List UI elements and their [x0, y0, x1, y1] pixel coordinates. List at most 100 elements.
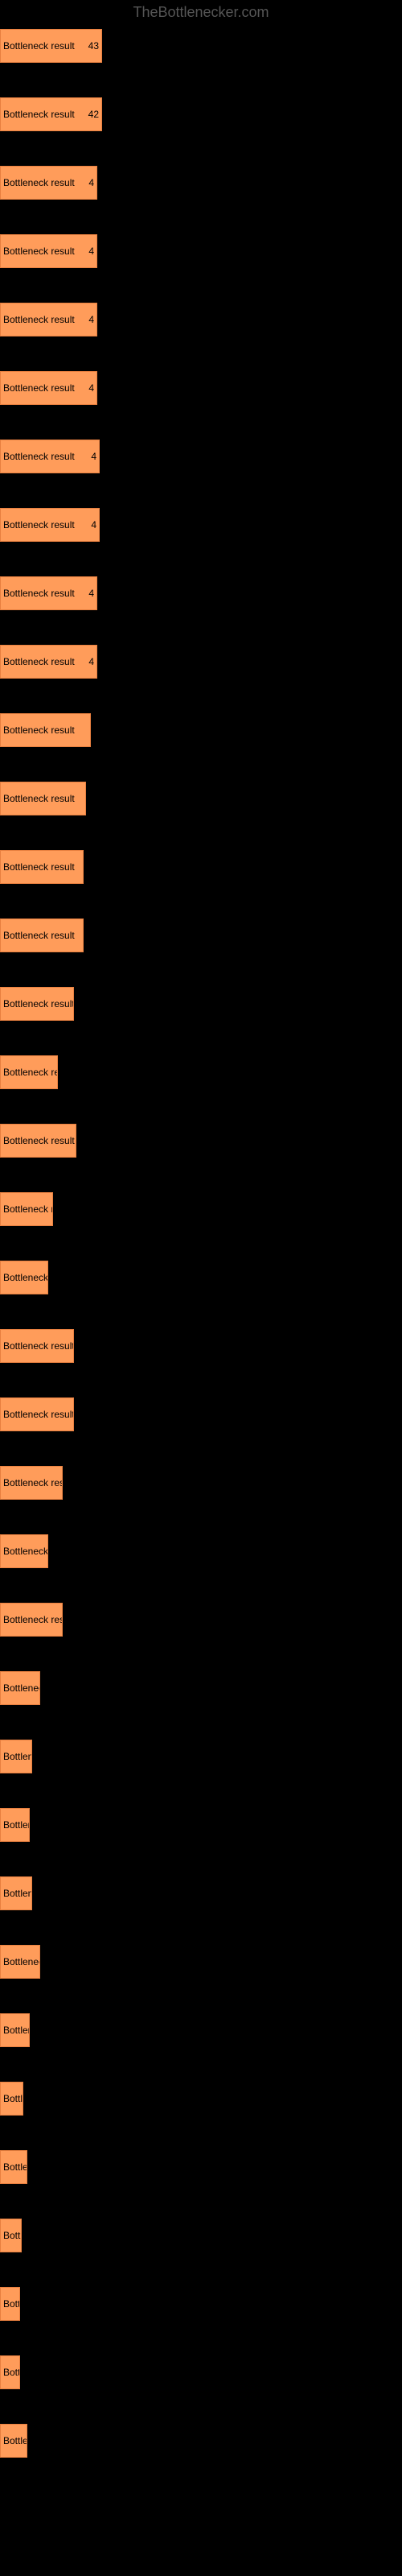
- bar: Bottleneck result: [0, 1055, 58, 1089]
- bar-row: Bottleneck result: [0, 1603, 402, 1637]
- bar-label: Bottleneck result: [1, 1203, 52, 1215]
- bar-label: Bottle: [1, 2367, 19, 2378]
- bar-row: Bottlene: [0, 2150, 402, 2184]
- bar-label: Bottleneck: [1, 1751, 31, 1762]
- bar-value: 4: [88, 588, 94, 599]
- bar-row: Bottle: [0, 2287, 402, 2321]
- bar-chart: Bottleneck result43Bottleneck result42Bo…: [0, 25, 402, 2482]
- bar: Bottlenec: [0, 1808, 30, 1842]
- bar-value: 4: [91, 451, 96, 462]
- bar: Bottle: [0, 2355, 20, 2389]
- bar: Bottleneck result: [0, 782, 86, 815]
- bar: Bottleneck result43: [0, 29, 102, 63]
- bar: Bottleneck result: [0, 1124, 76, 1158]
- bar-label: Bottleneck re: [1, 1956, 39, 1967]
- bar: Bottleneck result42: [0, 97, 102, 131]
- bar: Bottleneck result: [0, 850, 84, 884]
- bar-row: Bottleneck result: [0, 1055, 402, 1089]
- bar-row: Bottleneck result 4: [0, 166, 402, 200]
- bar-row: Bottleneck result 4: [0, 508, 402, 542]
- bar: Bottleneck result 4: [0, 371, 97, 405]
- bar-row: Bottlenec: [0, 2013, 402, 2047]
- bar: Bottleneck: [0, 1876, 32, 1910]
- bar-label: Bottleneck result: [1, 109, 75, 120]
- bar-row: Bottlenec: [0, 1808, 402, 1842]
- bar-row: Bottler: [0, 2219, 402, 2252]
- bar: Bottler: [0, 2082, 23, 2116]
- bar-label: Bottler: [1, 2093, 23, 2104]
- bar-value: 4: [88, 382, 94, 394]
- bar: Bottleneck result: [0, 713, 91, 747]
- bar-row: Bottleneck result: [0, 1192, 402, 1226]
- bar-row: Bottleneck re: [0, 1945, 402, 1979]
- bar-row: Bottle: [0, 2355, 402, 2389]
- bar-label: Bottleneck result: [1, 1272, 47, 1283]
- bar-label: Bottleneck result: [1, 930, 75, 941]
- bar: Bottleneck result4: [0, 645, 97, 679]
- bar-row: Bottleneck result42: [0, 97, 402, 131]
- bar-row: Bottleneck re: [0, 1671, 402, 1705]
- bar-label: Bottler: [1, 2230, 21, 2241]
- bar: Bottleneck result 4: [0, 508, 100, 542]
- bar-row: Bottleneck result: [0, 782, 402, 815]
- bar-value: 4: [88, 314, 94, 325]
- bar-label: Bottleneck result: [1, 1340, 73, 1352]
- bar: Bottleneck result: [0, 987, 74, 1021]
- bar-row: Bottleneck: [0, 1876, 402, 1910]
- bar-value: 4: [91, 519, 96, 530]
- bar: Bottleneck: [0, 1740, 32, 1773]
- bar: Bottleneck result 4: [0, 166, 97, 200]
- bar-label: Bottleneck result: [1, 656, 75, 667]
- bar: Bottlenec: [0, 2013, 30, 2047]
- bar-label: Bottleneck result: [1, 861, 75, 873]
- bar-label: Bottleneck result: [1, 724, 75, 736]
- bar-label: Bottleneck result: [1, 451, 75, 462]
- bar: Bottlene: [0, 2150, 27, 2184]
- bar-row: Bottleneck: [0, 1740, 402, 1773]
- bar-row: Bottleneck result 4: [0, 576, 402, 610]
- bar: Bottleneck result 4: [0, 303, 97, 336]
- bar-row: Bottleneck resul: [0, 1534, 402, 1568]
- bar-label: Bottleneck result: [1, 246, 75, 257]
- bar-label: Bottleneck result: [1, 382, 75, 394]
- bar-label: Bottleneck result: [1, 519, 75, 530]
- bar-label: Bottleneck result: [1, 1477, 62, 1488]
- bar: Bottleneck result: [0, 1466, 63, 1500]
- bar: Bottleneck result 4: [0, 440, 100, 473]
- bar-label: Bottleneck resul: [1, 1546, 47, 1557]
- bar-label: Bottleneck result: [1, 793, 75, 804]
- header: TheBottlenecker.com: [0, 0, 402, 25]
- bar-row: Bottleneck result: [0, 1397, 402, 1431]
- bar-value: 43: [88, 40, 99, 52]
- bar: Bottleneck result 4: [0, 576, 97, 610]
- bar: Bottleneck re: [0, 1945, 40, 1979]
- bar-value: 4: [88, 177, 94, 188]
- bar-row: Bottleneck result4: [0, 645, 402, 679]
- bar-label: Bottleneck result: [1, 1067, 57, 1078]
- bar-label: Bottlene: [1, 2161, 27, 2173]
- bar-row: Bottleneck result 4: [0, 440, 402, 473]
- bar-row: Bottleneck result: [0, 713, 402, 747]
- bar: Bottleneck result4: [0, 234, 97, 268]
- bar: Bottleneck result: [0, 1603, 63, 1637]
- bar: Bottleneck result: [0, 1329, 74, 1363]
- bar-label: Bottleneck result: [1, 1135, 75, 1146]
- bar-row: Bottler: [0, 2082, 402, 2116]
- bar-label: Bottlenec: [1, 2025, 29, 2036]
- bar: Bottleneck result: [0, 1397, 74, 1431]
- bar: Bottleneck re: [0, 1671, 40, 1705]
- bar-row: Bottleneck result: [0, 1261, 402, 1294]
- bar-row: Bottleneck result 4: [0, 371, 402, 405]
- bar-label: Bottleneck result: [1, 998, 73, 1009]
- bar-label: Bottlenec: [1, 1819, 29, 1831]
- bar-row: Bottleneck result4: [0, 234, 402, 268]
- bar: Bottler: [0, 2219, 22, 2252]
- bar-row: Bottlene: [0, 2424, 402, 2458]
- bar-label: Bottleneck result: [1, 177, 75, 188]
- bar-row: Bottleneck result: [0, 1124, 402, 1158]
- bar-row: Bottleneck result 4: [0, 303, 402, 336]
- watermark-text: TheBottlenecker.com: [133, 4, 269, 20]
- bar: Bottleneck resul: [0, 1534, 48, 1568]
- bar-label: Bottleneck result: [1, 314, 75, 325]
- bar-label: Bottleneck result: [1, 588, 75, 599]
